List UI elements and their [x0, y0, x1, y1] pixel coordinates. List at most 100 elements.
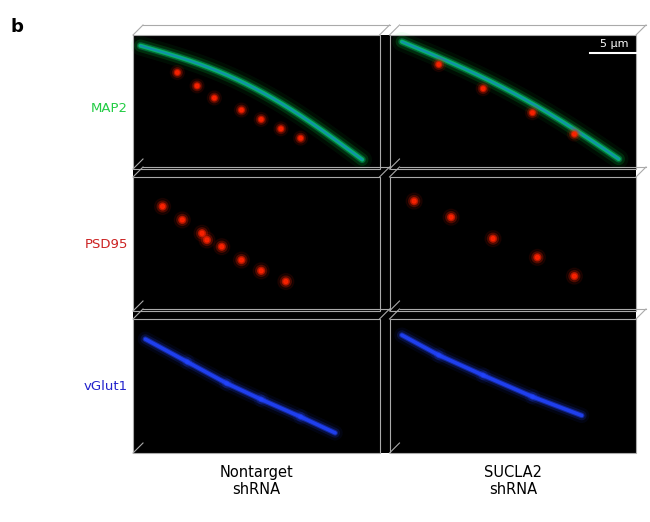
- Circle shape: [196, 228, 207, 239]
- Circle shape: [530, 111, 534, 114]
- Circle shape: [437, 63, 441, 66]
- Circle shape: [190, 79, 204, 93]
- Circle shape: [259, 269, 263, 273]
- Circle shape: [296, 133, 306, 143]
- Circle shape: [449, 215, 453, 219]
- Circle shape: [216, 241, 228, 252]
- Circle shape: [176, 71, 179, 74]
- Text: PSD95: PSD95: [84, 238, 128, 251]
- Circle shape: [529, 110, 536, 116]
- Circle shape: [180, 218, 185, 222]
- Circle shape: [299, 136, 302, 140]
- Circle shape: [207, 91, 222, 105]
- Circle shape: [280, 276, 291, 287]
- Circle shape: [170, 66, 185, 79]
- Circle shape: [566, 268, 582, 284]
- Bar: [133, 177, 380, 311]
- Circle shape: [257, 267, 265, 275]
- Circle shape: [211, 95, 218, 101]
- Circle shape: [259, 117, 263, 121]
- Bar: [133, 35, 380, 169]
- Circle shape: [571, 272, 578, 280]
- Circle shape: [567, 127, 581, 141]
- Bar: [133, 35, 636, 453]
- Circle shape: [205, 238, 209, 242]
- Circle shape: [536, 255, 540, 259]
- Circle shape: [569, 270, 580, 282]
- Circle shape: [478, 84, 488, 93]
- Circle shape: [161, 205, 164, 208]
- Circle shape: [482, 87, 485, 90]
- Circle shape: [284, 279, 288, 283]
- Text: SUCLA2
shRNA: SUCLA2 shRNA: [484, 465, 541, 497]
- Circle shape: [276, 124, 286, 134]
- Bar: [389, 319, 636, 453]
- Circle shape: [258, 116, 265, 123]
- Circle shape: [406, 193, 422, 209]
- Circle shape: [220, 245, 224, 248]
- Circle shape: [179, 216, 186, 223]
- Circle shape: [213, 96, 216, 100]
- Circle shape: [174, 212, 190, 228]
- Circle shape: [174, 69, 181, 76]
- Circle shape: [532, 252, 543, 263]
- Circle shape: [278, 274, 294, 290]
- Circle shape: [203, 236, 211, 244]
- Circle shape: [294, 131, 307, 145]
- Bar: [389, 35, 636, 169]
- Circle shape: [528, 108, 538, 117]
- Circle shape: [233, 252, 250, 268]
- Circle shape: [443, 209, 459, 225]
- Circle shape: [218, 243, 226, 250]
- Circle shape: [194, 83, 200, 89]
- Circle shape: [432, 57, 446, 72]
- Circle shape: [411, 197, 418, 205]
- Circle shape: [278, 126, 284, 132]
- Circle shape: [436, 61, 442, 68]
- Circle shape: [214, 239, 229, 255]
- Circle shape: [434, 60, 444, 69]
- Text: Nontarget
shRNA: Nontarget shRNA: [220, 465, 293, 497]
- Circle shape: [485, 231, 501, 246]
- Circle shape: [447, 213, 455, 221]
- Circle shape: [159, 203, 166, 210]
- Circle shape: [177, 214, 188, 226]
- Circle shape: [480, 86, 486, 92]
- Circle shape: [199, 232, 215, 248]
- Circle shape: [534, 254, 541, 261]
- Circle shape: [172, 68, 182, 77]
- Circle shape: [254, 112, 268, 126]
- Circle shape: [489, 235, 497, 242]
- Text: MAP2: MAP2: [91, 102, 128, 115]
- Text: 5 μm: 5 μm: [600, 39, 629, 49]
- Circle shape: [476, 81, 490, 96]
- Circle shape: [282, 278, 289, 285]
- Circle shape: [239, 258, 244, 262]
- Circle shape: [573, 274, 577, 278]
- Circle shape: [279, 127, 283, 130]
- Text: vGlut1: vGlut1: [84, 379, 128, 393]
- Circle shape: [239, 107, 244, 113]
- Circle shape: [157, 201, 168, 212]
- Circle shape: [237, 105, 246, 115]
- Circle shape: [155, 198, 170, 215]
- Circle shape: [445, 211, 457, 223]
- Circle shape: [200, 231, 204, 235]
- Circle shape: [529, 250, 545, 265]
- Circle shape: [569, 129, 579, 139]
- Circle shape: [192, 81, 202, 91]
- Circle shape: [298, 135, 304, 141]
- Circle shape: [240, 108, 243, 112]
- Circle shape: [525, 106, 540, 120]
- Circle shape: [573, 133, 576, 136]
- Circle shape: [254, 263, 269, 279]
- Circle shape: [571, 131, 577, 137]
- Circle shape: [236, 255, 247, 266]
- Circle shape: [491, 236, 495, 241]
- Circle shape: [409, 196, 420, 207]
- Text: Merged: Merged: [78, 89, 128, 101]
- Circle shape: [238, 256, 245, 264]
- Circle shape: [202, 234, 213, 245]
- Circle shape: [235, 103, 248, 117]
- Text: b: b: [10, 18, 23, 36]
